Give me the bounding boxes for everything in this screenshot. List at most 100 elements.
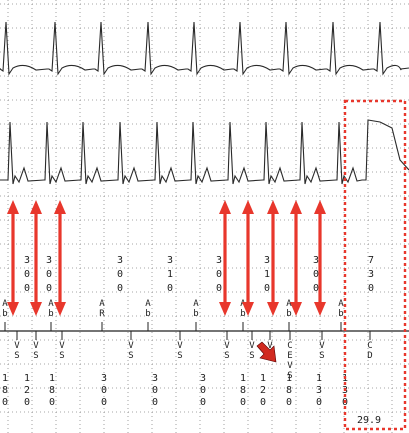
atrial-marker-char: A: [286, 299, 292, 309]
atrial-marker-char: A: [338, 299, 344, 309]
vv-interval-char: 0: [152, 385, 158, 396]
atrial-marker: Ab: [338, 299, 344, 319]
atrial-marker: Ab: [193, 299, 199, 319]
vv-interval-char: 1: [240, 373, 246, 384]
atrial-marker-char: A: [2, 299, 8, 309]
vv-interval-char: 1: [260, 373, 266, 384]
ventricular-marker: VS: [249, 341, 255, 361]
interval-label-char: 0: [368, 283, 374, 294]
vv-interval-char: 8: [240, 385, 246, 396]
cursor-arrow-icon[interactable]: [256, 341, 277, 363]
egm-channel-lower: [0, 119, 409, 185]
highlight-box: [343, 99, 407, 431]
vv-interval: 120: [260, 373, 266, 408]
interval-label: 3 1 0: [167, 255, 173, 294]
ventricular-marker-char: V: [287, 361, 293, 371]
double-arrow-icon: [290, 200, 302, 316]
vv-interval-char: 0: [200, 397, 206, 408]
interval-label-char: 0: [117, 269, 123, 280]
ventricular-marker: VS: [33, 341, 39, 361]
interval-label-char: 0: [313, 283, 319, 294]
ventricular-marker-char: V: [267, 341, 273, 351]
atrial-marker-char: b: [286, 309, 291, 319]
vv-interval-char: 0: [152, 397, 158, 408]
atrial-marker-char: A: [48, 299, 54, 309]
interval-label-char: 3: [167, 255, 173, 266]
atrial-marker: Ab: [286, 299, 292, 319]
vv-interval: 180: [240, 373, 246, 408]
interval-label: 3 0 0: [46, 255, 52, 294]
double-arrow-icon: [54, 200, 66, 316]
interval-label-char: 0: [216, 283, 222, 294]
interval-label-char: 3: [46, 255, 52, 266]
vv-interval-char: 1: [2, 373, 8, 384]
vv-interval-char: 0: [200, 385, 206, 396]
interval-label-char: 1: [167, 269, 173, 280]
double-arrow-icon: [314, 200, 326, 316]
double-arrow-icon: [219, 200, 231, 316]
ecg-channel-upper: [0, 21, 409, 76]
lower-egm-trace: [0, 119, 409, 185]
atrial-markers: AbAbARAbAbAbAbAb: [2, 299, 344, 319]
vv-interval-char: 3: [316, 385, 322, 396]
vv-interval: 300: [200, 373, 206, 408]
interval-label-char: 1: [264, 269, 270, 280]
atrial-marker: Ab: [2, 299, 8, 319]
vv-interval: 180: [2, 373, 8, 408]
vv-interval-char: 8: [286, 385, 292, 396]
ventricular-marker: VS: [14, 341, 20, 361]
ventricular-marker-char: E: [287, 351, 292, 361]
interval-label-char: 0: [167, 283, 173, 294]
ventricular-marker-char: S: [224, 351, 229, 361]
vv-interval-char: 0: [101, 385, 107, 396]
ventricular-marker-char: V: [224, 341, 230, 351]
interval-label-char: 3: [117, 255, 123, 266]
interval-labels: 3 0 0 3 0 0 3 0 0 3 1 0 3 0 0 3 1 0 3 0 0 7 3 0: [24, 255, 374, 294]
interval-label: 3 0 0: [24, 255, 30, 294]
interval-label: 3 0 0: [216, 255, 222, 294]
vv-interval-char: 0: [49, 397, 55, 408]
vv-interval-char: 0: [260, 397, 266, 408]
ventricular-marker-char: S: [128, 351, 133, 361]
ventricular-marker-char: D: [367, 351, 372, 361]
atrial-marker-char: A: [145, 299, 151, 309]
ventricular-marker-char: V: [128, 341, 134, 351]
ventricular-marker-char: S: [59, 351, 64, 361]
vv-interval: 180: [49, 373, 55, 408]
ventricular-marker: VS: [128, 341, 134, 361]
ventricular-marker: CD: [367, 341, 372, 361]
atrial-marker-char: R: [99, 309, 105, 319]
ventricular-markers: VSVSVSVSVSVSVSVSCEVSVSCD: [14, 341, 372, 381]
vv-interval-char: 2: [24, 385, 30, 396]
vv-interval: 300: [101, 373, 107, 408]
vv-interval-char: 0: [2, 397, 8, 408]
ventricular-marker-char: V: [249, 341, 255, 351]
interval-label-char: 0: [117, 283, 123, 294]
vv-interval: 120: [24, 373, 30, 408]
ventricular-marker: VS: [319, 341, 325, 361]
marker-ticks: [4, 322, 371, 340]
vv-interval-char: 0: [24, 397, 30, 408]
atrial-marker: Ab: [145, 299, 151, 319]
atrial-marker-char: b: [2, 309, 7, 319]
atrial-marker: AR: [99, 299, 105, 319]
vv-interval: 180: [286, 373, 292, 408]
box-value: 29.9: [357, 415, 381, 426]
vv-interval-char: 1: [49, 373, 55, 384]
vv-interval-char: 2: [260, 385, 266, 396]
interval-label-char: 0: [24, 283, 30, 294]
interval-label-char: 3: [264, 255, 270, 266]
ventricular-marker-char: V: [33, 341, 39, 351]
double-arrow-icon: [7, 200, 19, 316]
interval-label-char: 7: [368, 255, 374, 266]
interval-label-char: 3: [368, 269, 374, 280]
atrial-marker-char: b: [240, 309, 245, 319]
atrial-marker-char: A: [193, 299, 199, 309]
interval-label-char: 0: [46, 269, 52, 280]
interval-label-char: 0: [216, 269, 222, 280]
interval-label-char: 0: [46, 283, 52, 294]
vv-interval-char: 3: [200, 373, 206, 384]
vv-interval-char: 1: [316, 373, 322, 384]
